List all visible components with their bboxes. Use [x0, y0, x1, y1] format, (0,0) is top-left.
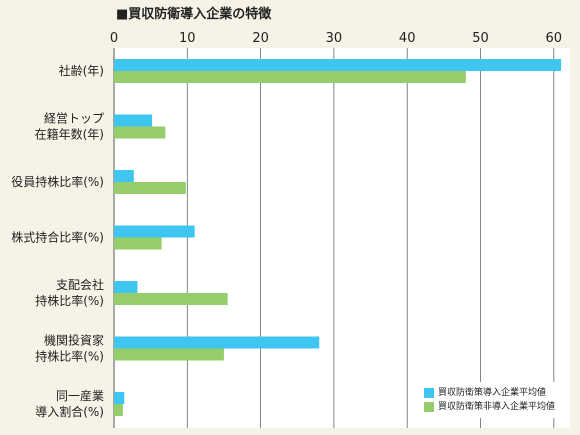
bar-adopting — [114, 336, 320, 349]
bar-non-adopting — [114, 126, 166, 139]
category-label: 導入割合(%) — [35, 404, 104, 419]
bar-non-adopting — [114, 348, 224, 361]
legend-swatch — [424, 402, 434, 412]
bar-non-adopting — [114, 182, 186, 194]
legend-label: 買収防衛策非導入企業平均値 — [438, 402, 556, 412]
legend-swatch — [424, 388, 434, 398]
category-label: 株式持合比率(%) — [11, 230, 104, 245]
x-tick-label: 30 — [326, 31, 343, 46]
category-label: 同一産業 — [56, 388, 104, 403]
legend-item: 買収防衛策非導入企業平均値 — [424, 400, 555, 414]
x-tick-label: 50 — [472, 31, 489, 46]
category-label: 社齢(年) — [59, 63, 104, 78]
bar-non-adopting — [114, 237, 162, 250]
bar-non-adopting — [114, 293, 228, 305]
category-label: 持株比率(%) — [35, 349, 104, 364]
x-tick-label: 20 — [252, 31, 269, 46]
bar-adopting — [114, 59, 562, 71]
category-label: 持株比率(%) — [35, 293, 104, 308]
category-label: 経営トップ — [44, 112, 104, 126]
legend: 買収防衛策導入企業平均値 買収防衛策非導入企業平均値 — [418, 382, 562, 418]
bar-adopting — [114, 225, 195, 238]
x-tick-label: 10 — [179, 31, 196, 46]
bar-adopting — [114, 281, 138, 293]
x-tick-label: 40 — [399, 31, 416, 46]
x-tick-label: 60 — [546, 31, 563, 46]
category-label: 在籍年数(年) — [35, 127, 104, 142]
bar-adopting — [114, 170, 134, 182]
category-label: 支配会社 — [56, 277, 104, 292]
bar-adopting — [114, 114, 153, 127]
legend-label: 買収防衛策導入企業平均値 — [438, 388, 547, 398]
plot-area — [114, 48, 570, 428]
bar-non-adopting — [114, 71, 466, 83]
legend-item: 買収防衛策導入企業平均値 — [424, 386, 555, 400]
bar-non-adopting — [114, 404, 123, 416]
bar-adopting — [114, 392, 125, 404]
category-label: 役員持株比率(%) — [11, 174, 104, 189]
chart-title: ■買収防衛導入企業の特徴 — [116, 7, 272, 22]
x-tick-label: 0 — [110, 31, 118, 46]
category-label: 機関投資家 — [44, 333, 104, 348]
